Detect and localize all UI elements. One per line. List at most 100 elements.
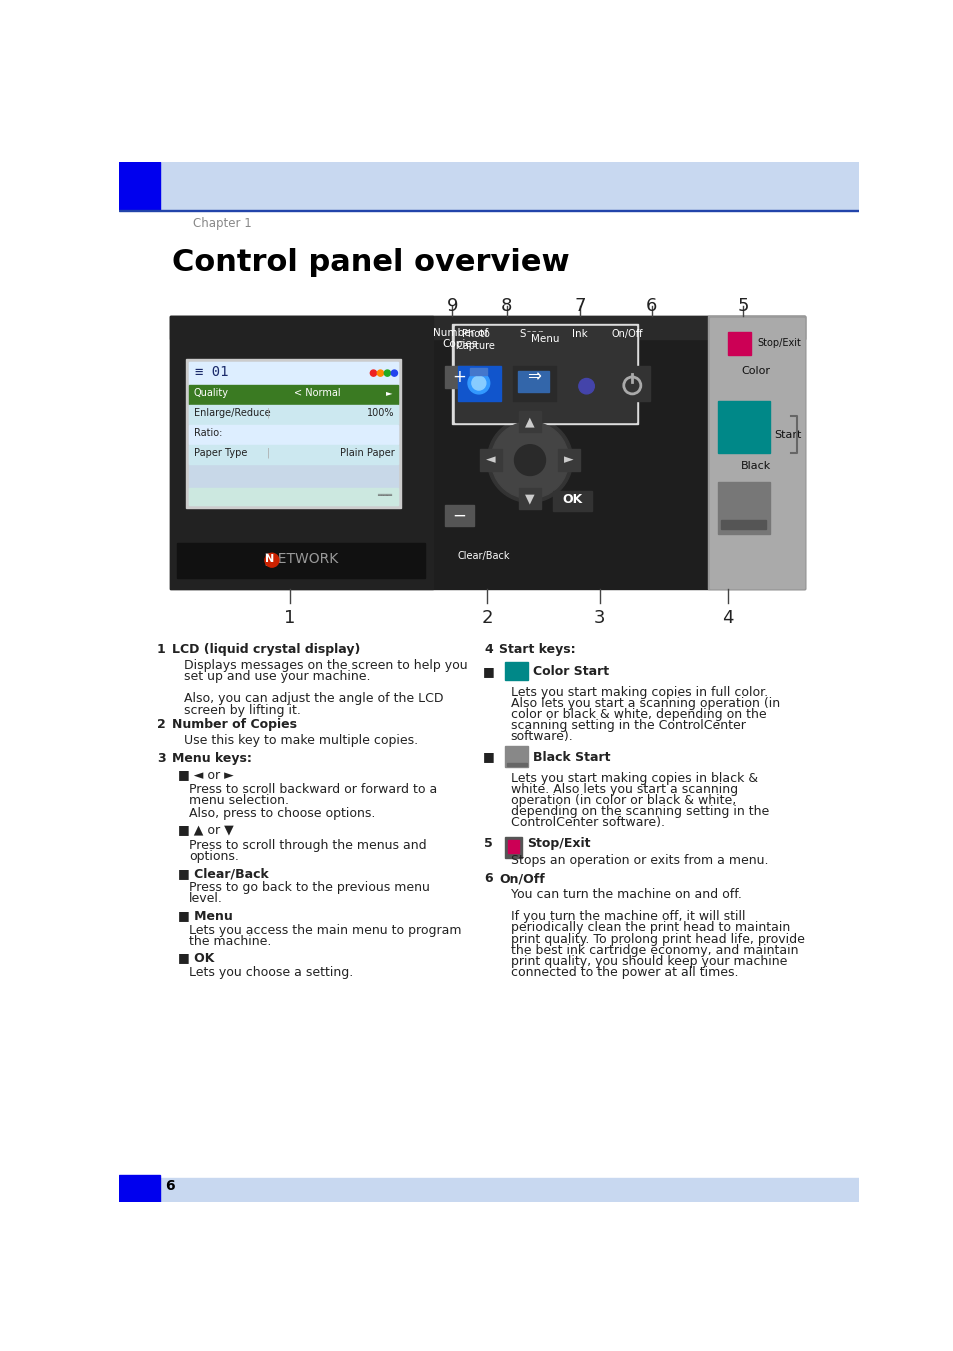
Text: 6: 6 <box>165 1179 174 1193</box>
Text: Quality: Quality <box>193 388 229 397</box>
Bar <box>518 411 540 432</box>
Text: +: + <box>452 369 466 386</box>
Circle shape <box>491 422 568 499</box>
Circle shape <box>468 373 489 394</box>
Circle shape <box>384 370 390 376</box>
Text: color or black & white, depending on the: color or black & white, depending on the <box>510 708 765 721</box>
Text: Lets you start making copies in black &: Lets you start making copies in black & <box>510 771 757 785</box>
Bar <box>717 401 769 453</box>
Text: ■ ◄ or ►: ■ ◄ or ► <box>178 769 233 781</box>
Bar <box>518 488 540 509</box>
Text: ■ ▲ or ▼: ■ ▲ or ▼ <box>178 824 233 838</box>
Bar <box>189 405 397 424</box>
Bar <box>717 482 769 534</box>
Bar <box>189 426 397 444</box>
Text: Color Start: Color Start <box>533 665 609 678</box>
Text: ►: ► <box>385 388 392 397</box>
Bar <box>444 505 474 527</box>
Text: 5: 5 <box>737 297 748 315</box>
Text: OK: OK <box>562 493 582 507</box>
Text: the machine.: the machine. <box>189 935 271 948</box>
Bar <box>119 1174 159 1202</box>
Text: Enlarge/Reduce: Enlarge/Reduce <box>193 408 270 417</box>
Text: Lets you choose a setting.: Lets you choose a setting. <box>189 966 353 979</box>
Text: Press to scroll through the menus and: Press to scroll through the menus and <box>189 839 426 851</box>
Text: Also, you can adjust the angle of the LCD: Also, you can adjust the angle of the LC… <box>183 693 442 705</box>
Text: Press to scroll backward or forward to a: Press to scroll backward or forward to a <box>189 784 436 796</box>
Text: 6: 6 <box>484 873 493 885</box>
Text: Paper Type: Paper Type <box>193 447 247 458</box>
Text: Lets you access the main menu to program: Lets you access the main menu to program <box>189 924 461 936</box>
Bar <box>615 366 649 401</box>
Text: ►: ► <box>563 454 573 466</box>
Text: −: − <box>452 507 466 526</box>
Text: Use this key to make multiple copies.: Use this key to make multiple copies. <box>183 734 417 747</box>
Text: 5: 5 <box>483 836 493 850</box>
Text: 4: 4 <box>483 643 493 657</box>
Text: ■ Menu: ■ Menu <box>178 909 233 923</box>
Bar <box>119 162 858 209</box>
Text: Number of
Copies: Number of Copies <box>432 328 487 350</box>
Text: 2: 2 <box>157 719 166 731</box>
Text: options.: options. <box>189 850 238 863</box>
Text: 6: 6 <box>645 297 657 315</box>
Text: 3: 3 <box>157 751 166 765</box>
Text: You can turn the machine on and off.: You can turn the machine on and off. <box>510 888 740 901</box>
Text: ◄: ◄ <box>486 454 496 466</box>
Text: ▼: ▼ <box>525 492 535 505</box>
Bar <box>186 359 401 508</box>
Bar <box>189 385 397 404</box>
Text: 4: 4 <box>721 609 733 627</box>
Bar <box>170 316 804 339</box>
Bar <box>517 370 549 392</box>
Text: Start keys:: Start keys: <box>498 643 575 657</box>
Text: operation (in color or black & white,: operation (in color or black & white, <box>510 794 735 807</box>
Bar <box>119 209 858 211</box>
Text: ■ OK: ■ OK <box>178 951 214 965</box>
Text: ═══: ═══ <box>376 490 392 500</box>
Circle shape <box>472 376 485 390</box>
Text: software).: software). <box>510 731 573 743</box>
Bar <box>189 362 397 384</box>
Circle shape <box>487 417 572 503</box>
Text: 9: 9 <box>446 297 457 315</box>
Text: level.: level. <box>189 893 223 905</box>
Text: Stop/Exit: Stop/Exit <box>757 338 801 349</box>
Text: Menu: Menu <box>531 334 559 345</box>
Text: |: | <box>266 408 270 419</box>
Bar <box>707 316 804 589</box>
Text: ■ Clear/Back: ■ Clear/Back <box>178 867 269 880</box>
Bar <box>505 746 528 767</box>
Text: Stops an operation or exits from a menu.: Stops an operation or exits from a menu. <box>510 854 767 867</box>
Bar <box>119 1178 858 1202</box>
Text: Chapter 1: Chapter 1 <box>193 218 252 230</box>
Text: 2: 2 <box>481 609 493 627</box>
Text: Control panel overview: Control panel overview <box>172 249 569 277</box>
Bar <box>720 520 765 530</box>
Text: ■: ■ <box>483 750 495 763</box>
Text: screen by lifting it.: screen by lifting it. <box>183 704 300 716</box>
Text: Scan: Scan <box>519 330 544 339</box>
Circle shape <box>578 378 594 394</box>
Text: Stop/Exit: Stop/Exit <box>526 836 590 850</box>
Text: On/Off: On/Off <box>498 873 544 885</box>
Text: Ratio:: Ratio: <box>193 428 222 438</box>
Text: Also lets you start a scanning operation (in: Also lets you start a scanning operation… <box>510 697 779 711</box>
Bar <box>119 162 159 209</box>
Circle shape <box>370 370 376 376</box>
Bar <box>189 446 397 463</box>
Text: depending on the scanning setting in the: depending on the scanning setting in the <box>510 805 768 819</box>
Text: 7: 7 <box>574 297 585 315</box>
Text: periodically clean the print head to maintain: periodically clean the print head to mai… <box>510 921 789 935</box>
Text: Plain Paper: Plain Paper <box>339 447 394 458</box>
Text: Black: Black <box>740 461 771 471</box>
Text: Also, press to choose options.: Also, press to choose options. <box>189 808 375 820</box>
Text: Ink: Ink <box>572 330 588 339</box>
Text: scanning setting in the ControlCenter: scanning setting in the ControlCenter <box>510 719 744 732</box>
Bar <box>525 331 564 351</box>
Bar <box>170 316 804 589</box>
Text: < Normal: < Normal <box>294 388 340 397</box>
Text: Number of Copies: Number of Copies <box>172 719 296 731</box>
Bar <box>177 543 425 578</box>
Bar <box>507 840 518 852</box>
